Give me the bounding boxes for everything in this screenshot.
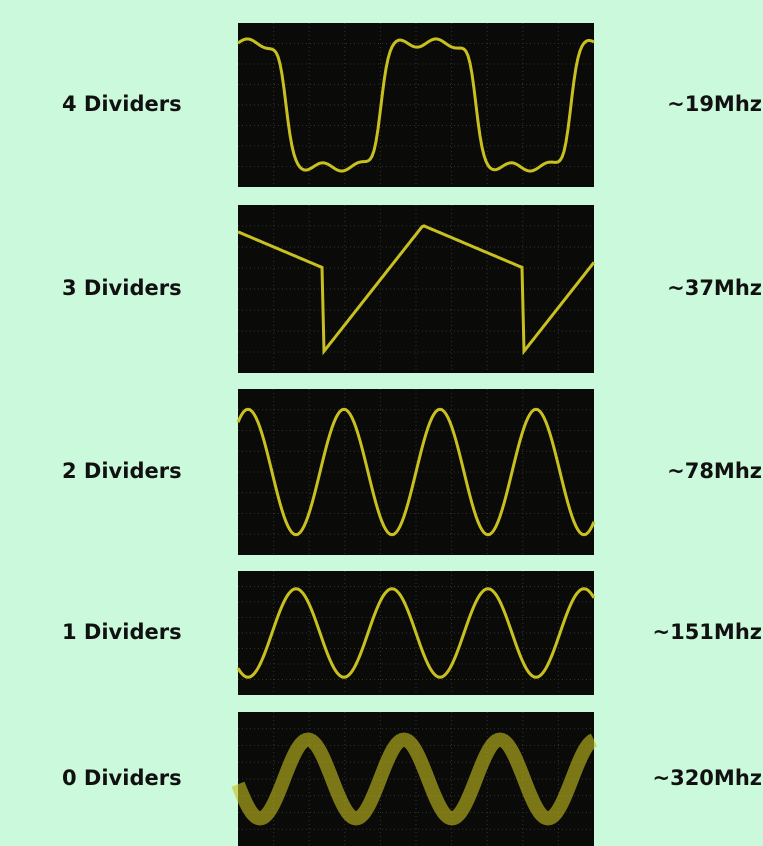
- scope-image: [238, 389, 594, 555]
- scope-image: [238, 712, 594, 846]
- slide: 4 Dividers ~19Mhz 3 Dividers ~37Mhz 2 Divide…: [0, 0, 763, 846]
- frequency-label: ~320Mhz: [652, 766, 762, 790]
- scope-image: [238, 205, 594, 373]
- divider-label: 1 Dividers: [62, 620, 182, 644]
- frequency-label: ~37Mhz: [667, 276, 762, 300]
- divider-label: 0 Dividers: [62, 766, 182, 790]
- divider-label: 4 Dividers: [62, 92, 182, 116]
- frequency-label: ~19Mhz: [667, 92, 762, 116]
- frequency-label: ~151Mhz: [652, 620, 762, 644]
- divider-label: 2 Dividers: [62, 459, 182, 483]
- scope-image: [238, 571, 594, 695]
- frequency-label: ~78Mhz: [667, 459, 762, 483]
- divider-label: 3 Dividers: [62, 276, 182, 300]
- scope-image: [238, 23, 594, 187]
